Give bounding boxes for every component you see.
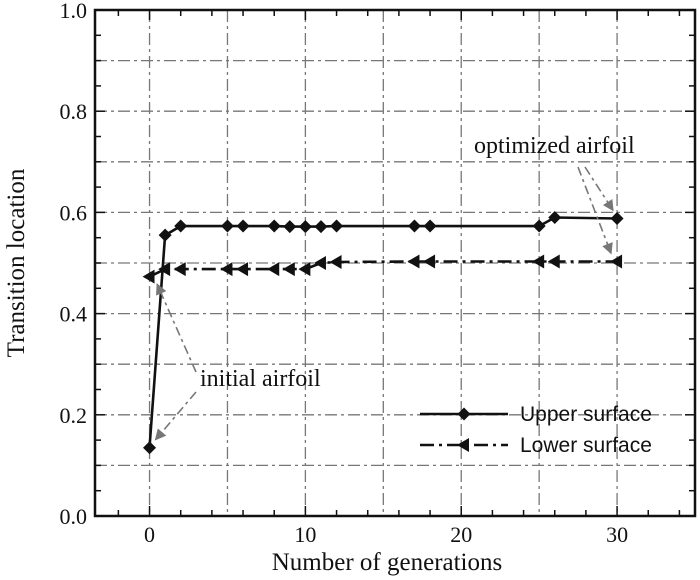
x-tick-label: 0 bbox=[144, 522, 155, 547]
x-tick-label: 20 bbox=[450, 522, 472, 547]
legend: Upper surface Lower surface bbox=[420, 403, 652, 457]
data-point bbox=[298, 262, 311, 277]
x-tick-label: 10 bbox=[294, 522, 316, 547]
data-point bbox=[158, 228, 172, 242]
data-point bbox=[423, 254, 436, 269]
data-point bbox=[313, 256, 326, 270]
data-point bbox=[610, 254, 623, 269]
series-upper-surface bbox=[143, 210, 624, 455]
data-point bbox=[158, 262, 171, 277]
data-point bbox=[548, 210, 562, 224]
data-point bbox=[220, 219, 234, 233]
arrow-optimized-lower bbox=[577, 166, 613, 255]
annotation-initial-airfoil: initial airfoil bbox=[200, 366, 321, 392]
data-point bbox=[282, 262, 295, 277]
annotations: optimized airfoil initial airfoil bbox=[154, 133, 635, 441]
annotation-optimized-airfoil: optimized airfoil bbox=[474, 133, 635, 159]
legend-marker-lower bbox=[457, 438, 469, 452]
arrow-initial-upper bbox=[154, 391, 197, 441]
data-point bbox=[298, 220, 312, 234]
legend-label-lower: Lower surface bbox=[520, 434, 652, 457]
legend-label-upper: Upper surface bbox=[520, 403, 652, 426]
data-point bbox=[423, 219, 437, 233]
data-point bbox=[329, 254, 342, 269]
y-tick-label: 0.2 bbox=[60, 403, 88, 428]
legend-marker-upper bbox=[457, 407, 471, 421]
y-axis-label: Transition location bbox=[3, 168, 30, 357]
data-point bbox=[143, 441, 157, 455]
y-tick-label: 0.8 bbox=[60, 99, 88, 124]
y-tick-label: 1.0 bbox=[60, 0, 88, 23]
y-tick-label: 0.4 bbox=[60, 302, 88, 327]
data-point bbox=[407, 219, 421, 233]
data-point bbox=[174, 219, 188, 233]
data-point bbox=[236, 262, 249, 277]
data-point bbox=[220, 262, 233, 277]
data-point bbox=[532, 254, 545, 269]
series-layer bbox=[142, 210, 624, 455]
data-point bbox=[610, 211, 624, 225]
y-tick-label: 0.0 bbox=[60, 504, 88, 529]
y-tick-label: 0.6 bbox=[60, 200, 88, 225]
x-axis-label: Number of generations bbox=[272, 549, 502, 576]
data-point bbox=[142, 269, 155, 284]
data-point bbox=[532, 219, 546, 233]
data-point bbox=[236, 219, 250, 233]
series-line bbox=[148, 260, 618, 278]
data-point bbox=[283, 220, 297, 234]
data-point bbox=[407, 254, 420, 269]
data-point bbox=[314, 220, 328, 234]
data-point bbox=[267, 219, 281, 233]
arrow-initial-lower bbox=[156, 283, 197, 373]
axis-ticks: 0.0 0.2 0.4 0.6 0.8 1.0 0 10 20 30 bbox=[60, 0, 695, 547]
x-tick-label: 30 bbox=[606, 522, 628, 547]
data-point bbox=[330, 219, 344, 233]
series-lower-surface bbox=[142, 254, 623, 284]
data-point bbox=[547, 254, 560, 269]
data-point bbox=[267, 262, 280, 277]
data-point bbox=[173, 262, 186, 277]
arrow-optimized-upper bbox=[584, 166, 614, 212]
